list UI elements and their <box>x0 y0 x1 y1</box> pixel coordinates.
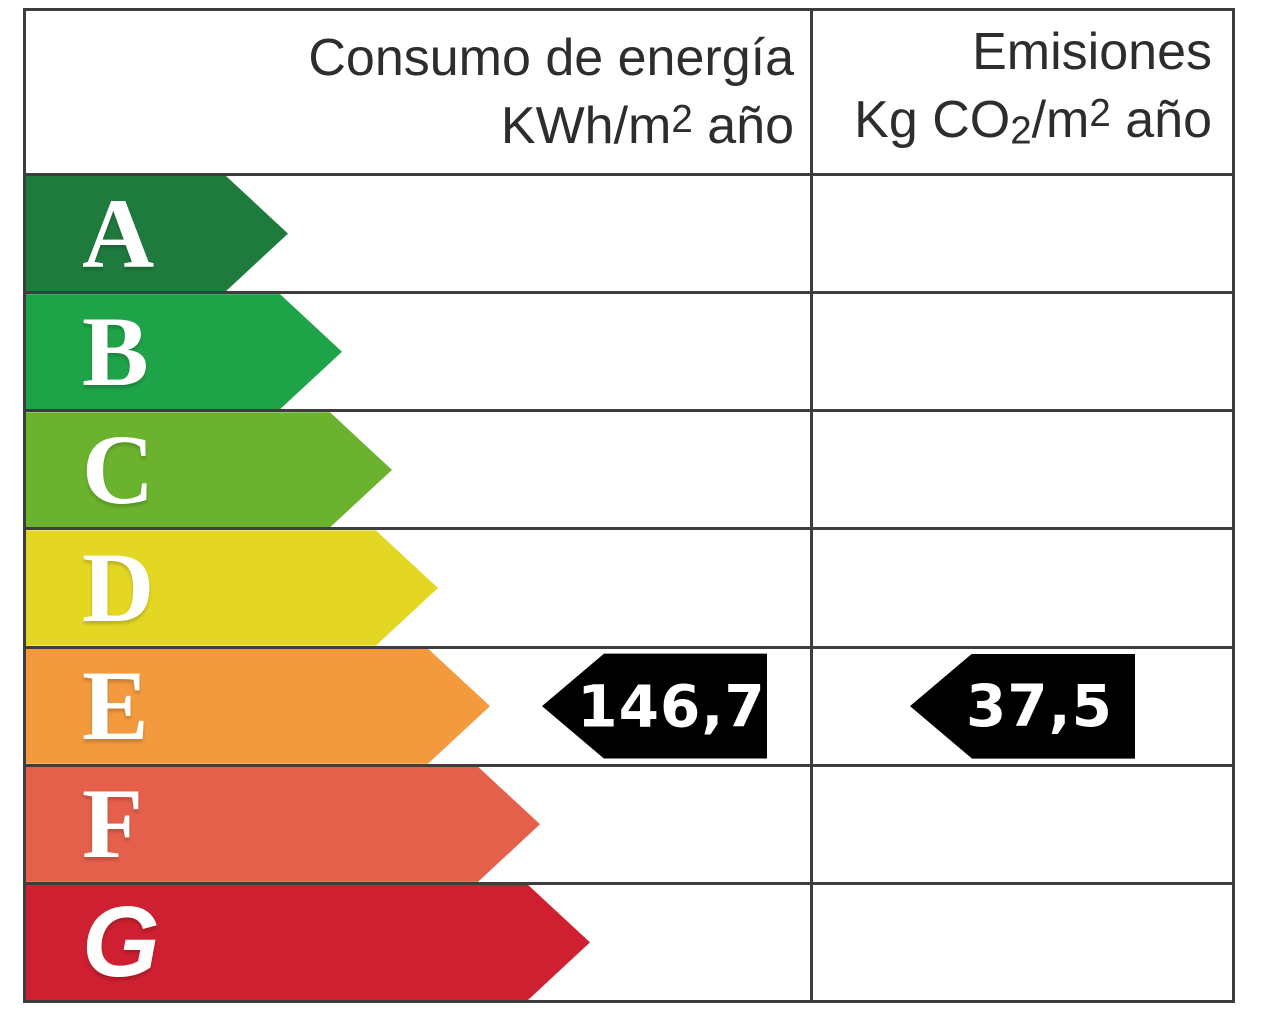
subscript-2: 2 <box>1010 109 1032 153</box>
band-row-f-emissions <box>813 763 1232 882</box>
band-arrow-e: E <box>26 649 490 764</box>
band-row-a-emissions <box>813 173 1232 291</box>
band-arrow-c: C <box>26 412 392 527</box>
band-letter-f: F <box>82 768 144 880</box>
band-row-a-consumption: A <box>26 173 813 292</box>
superscript-2: 2 <box>1089 92 1111 136</box>
band-row-d-consumption: D <box>26 527 813 646</box>
header-consumption-line2: KWh/m2 año <box>500 96 794 155</box>
band-arrow-g: G <box>26 885 590 1000</box>
consumption-value: 146,7 <box>577 672 766 741</box>
header-emissions-line2: Kg CO2/m2 año <box>854 90 1212 153</box>
band-letter-a: A <box>82 177 155 289</box>
header-emissions-line1: Emisiones <box>972 23 1212 82</box>
band-arrow-a: A <box>26 176 288 291</box>
superscript-2: 2 <box>671 98 693 142</box>
band-arrow-b: B <box>26 294 342 409</box>
band-row-e-consumption: E 146,7 <box>26 645 813 764</box>
band-row-g-consumption: G <box>26 881 813 1000</box>
band-letter-b: B <box>82 295 149 407</box>
band-row-b-consumption: B <box>26 291 813 410</box>
band-row-d-emissions <box>813 527 1232 645</box>
band-arrow-f: F <box>26 767 540 882</box>
emissions-value-arrow-icon: 37,5 <box>910 653 1135 759</box>
energy-rating-table: Consumo de energía KWh/m2 año Emisiones … <box>23 8 1235 1003</box>
band-row-g-emissions <box>813 881 1232 1000</box>
band-row-e-emissions: 37,5 <box>813 645 1232 764</box>
header-consumption-line1: Consumo de energía <box>308 29 794 88</box>
band-letter-d: D <box>82 531 155 643</box>
band-row-c-emissions <box>813 409 1232 527</box>
band-row-c-consumption: C <box>26 409 813 528</box>
header-consumption: Consumo de energía KWh/m2 año <box>26 11 813 173</box>
emissions-value: 37,5 <box>965 672 1114 741</box>
band-letter-c: C <box>82 413 155 525</box>
band-letter-e: E <box>82 650 149 762</box>
band-row-f-consumption: F <box>26 763 813 882</box>
band-arrow-d: D <box>26 530 438 645</box>
header-emissions: Emisiones Kg CO2/m2 año <box>813 11 1232 173</box>
band-letter-g: G <box>82 886 160 999</box>
band-row-b-emissions <box>813 291 1232 409</box>
consumption-value-arrow-icon: 146,7 <box>542 653 767 759</box>
